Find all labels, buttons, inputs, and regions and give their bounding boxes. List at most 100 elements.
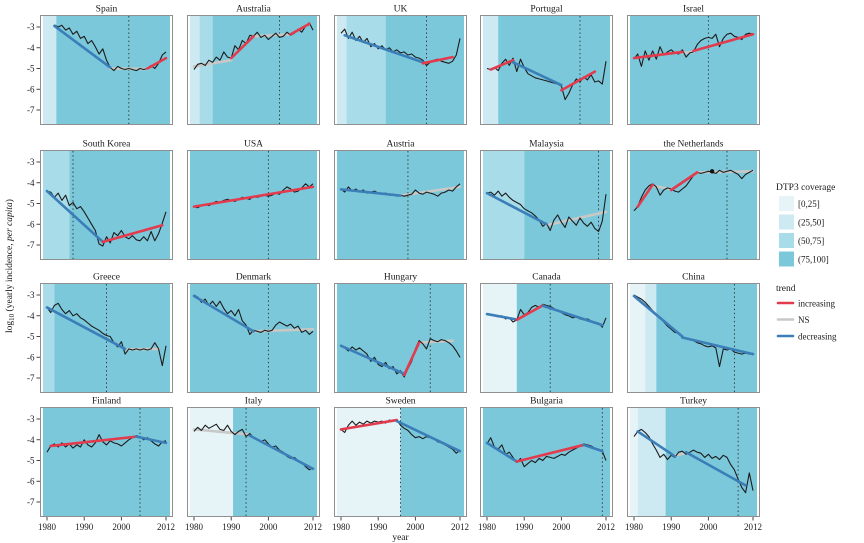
panel-border [627, 283, 760, 393]
panel-uk: UK [334, 5, 467, 125]
trend-segment-increasing [632, 50, 684, 60]
panel-bulgaria: Bulgaria 1980 1990 2000 2012 [478, 397, 615, 533]
panel-title: Spain [96, 5, 118, 15]
panel-austria: Austria [334, 140, 467, 260]
coverage-band-level-4 [524, 150, 610, 260]
coverage-band-level-4 [43, 407, 170, 517]
coverage-band-level-3 [483, 150, 525, 260]
trend-segment-decreasing [192, 294, 255, 333]
legend-trend-title: trend [776, 284, 796, 294]
coverage-band-level-4 [630, 150, 757, 260]
event-dot [709, 169, 715, 174]
trend-segment-increasing [402, 341, 421, 377]
incidence-line [340, 338, 461, 378]
y-tick-label: -5 [27, 199, 35, 209]
coverage-band-level-3 [43, 150, 70, 260]
x-tick-label: 1990 [515, 522, 534, 532]
panel-title: Austria [387, 140, 416, 150]
trend-segment-ns [545, 210, 608, 227]
coverage-band-level-4 [69, 150, 170, 260]
trend-segment-increasing [489, 58, 515, 71]
x-tick-label: 2012 [157, 522, 175, 532]
x-tick-label: 1980 [332, 522, 351, 532]
panel-border [480, 407, 613, 517]
panel-usa: USA [187, 140, 320, 260]
legend-trend-label: decreasing [798, 332, 837, 342]
panel-denmark: Denmark [187, 273, 320, 393]
trend-segment-decreasing [636, 430, 677, 458]
x-tick-label: 1980 [185, 522, 204, 532]
coverage-band-level-4 [233, 407, 317, 517]
panel-border [40, 15, 173, 125]
trend-segment-decreasing [684, 450, 747, 487]
panel-title: Canada [532, 273, 561, 283]
trend-segment-decreasing [541, 304, 604, 327]
trend-segment-increasing [289, 22, 311, 36]
coverage-band-level-4 [190, 283, 317, 393]
panel-border [480, 150, 613, 260]
x-tick-label: 2000 [552, 522, 571, 532]
coverage-band-level-4 [337, 150, 464, 260]
panel-spain: Spain -3 -4 -5 -6 -7 [27, 5, 173, 125]
y-tick-label: -7 [27, 497, 35, 507]
coverage-band-level-2 [637, 407, 666, 517]
y-tick-label: -6 [27, 476, 35, 486]
trend-segment-decreasing [395, 419, 462, 453]
y-axis-label: log10 (yearly incidence, per capita) [4, 199, 16, 333]
legend-coverage-swatch [779, 214, 794, 230]
panel-turkey: Turkey 1980 1990 2000 2012 [625, 397, 762, 533]
panel-title: Bulgaria [530, 397, 563, 407]
panel-hungary: Hungary [334, 273, 467, 393]
x-tick-label: 1990 [662, 522, 681, 532]
panel-title: UK [394, 5, 408, 15]
trend-segment-decreasing [485, 191, 548, 226]
legend-trend-label: increasing [798, 299, 835, 309]
coverage-band-level-3 [199, 15, 213, 125]
panel-border [334, 407, 467, 517]
legend-coverage-title: DTP3 coverage [776, 183, 835, 193]
coverage-band-level-4 [400, 407, 464, 517]
y-tick-label: -6 [27, 84, 35, 94]
y-tick-label: -7 [27, 373, 35, 383]
panel-south-korea: South Korea -3 -4 -5 -6 -7 [27, 140, 173, 260]
panel-border [187, 283, 320, 393]
panel-the-netherlands: the Netherlands [627, 140, 760, 260]
panel-malaysia: Malaysia [480, 140, 613, 260]
y-tick-label: -6 [27, 219, 35, 229]
x-tick-label: 1980 [38, 522, 57, 532]
coverage-band-level-4 [630, 15, 757, 125]
panel-italy: Italy 1980 1990 2000 2012 [185, 397, 322, 533]
panel-title: Israel [683, 5, 704, 15]
trend-segment-increasing [692, 32, 755, 53]
incidence-line [46, 302, 167, 367]
coverage-band-level-1 [630, 283, 646, 393]
coverage-band-level-4 [483, 407, 610, 517]
y-tick-label: -5 [27, 456, 35, 466]
trend-segment-increasing [146, 56, 168, 70]
y-tick-label: -4 [27, 178, 35, 188]
trend-segment-increasing [192, 185, 315, 208]
legend-coverage-label: [0,25] [798, 199, 820, 209]
panel-border [187, 150, 320, 260]
panel-border [334, 150, 467, 260]
coverage-band-level-2 [337, 15, 347, 125]
x-tick-label: 2000 [259, 522, 278, 532]
panel-title: China [682, 273, 705, 283]
legend-coverage-label: (50,75] [798, 236, 824, 246]
coverage-band-level-4 [385, 15, 464, 125]
y-tick-label: -4 [27, 435, 35, 445]
x-tick-label: 1990 [222, 522, 241, 532]
coverage-band-level-4 [516, 283, 610, 393]
x-tick-label: 2000 [406, 522, 425, 532]
panel-border [334, 283, 467, 393]
trend-segment-increasing [636, 183, 654, 208]
trend-segment-increasing [421, 55, 454, 65]
panel-title: the Netherlands [664, 140, 724, 150]
x-axis-label: year [392, 533, 409, 543]
trend-segment-increasing [339, 418, 399, 431]
trend-segment-decreasing [582, 443, 604, 453]
trend-segment-increasing [669, 171, 699, 192]
